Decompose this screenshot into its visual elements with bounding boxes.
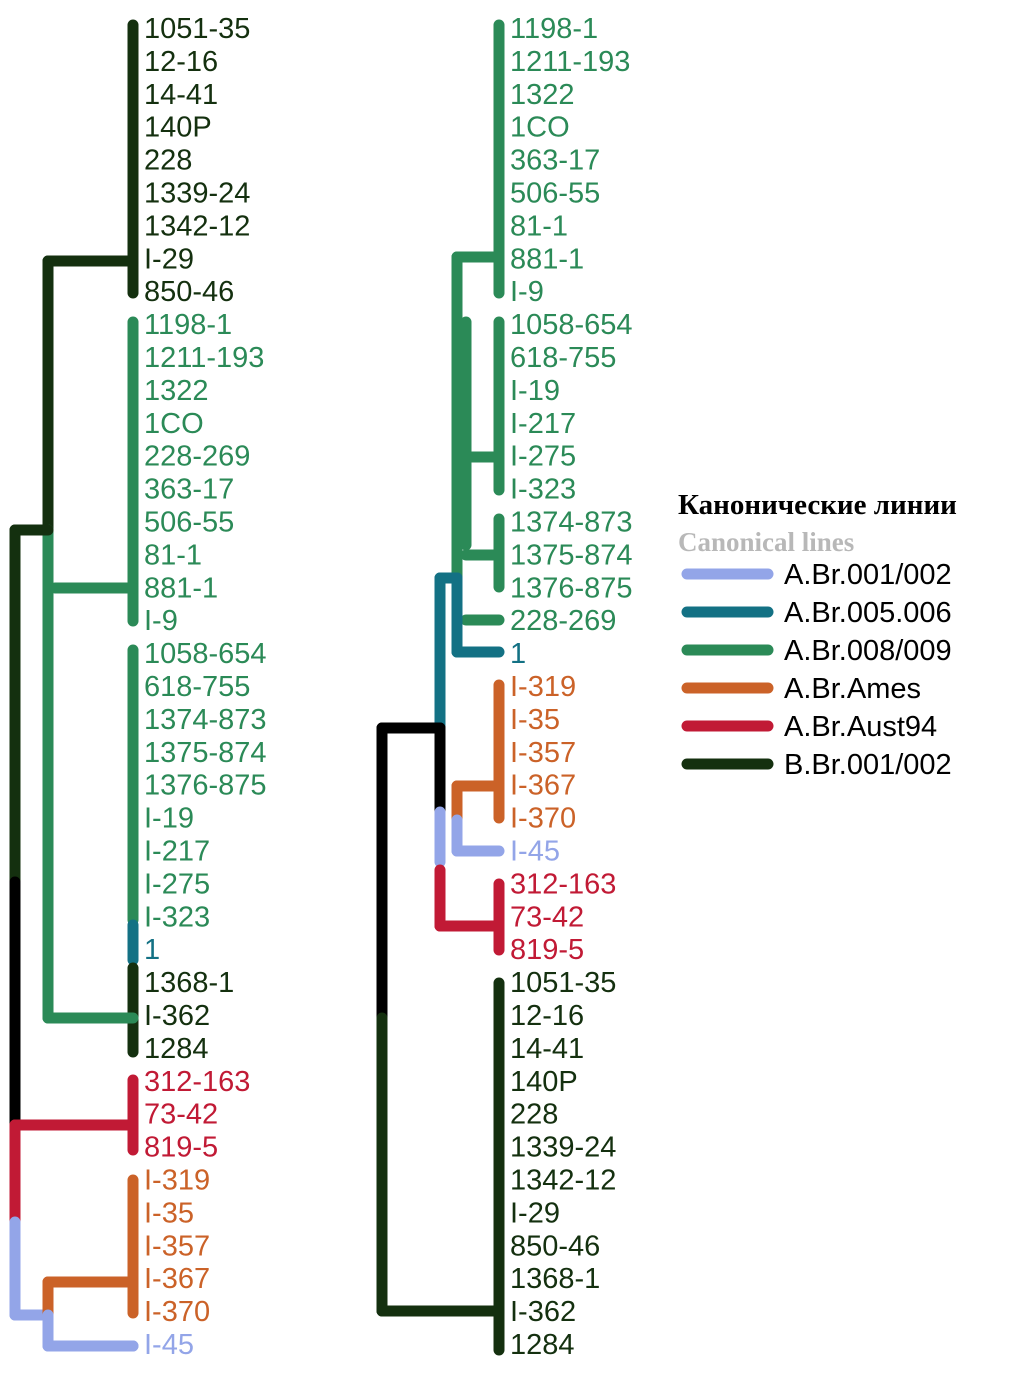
leaf-label: 1211-193 [510, 46, 630, 78]
leaf-label: I-319 [144, 1165, 210, 1197]
legend-label: B.Br.001/002 [784, 749, 952, 781]
leaf-label: 81-1 [510, 210, 568, 242]
leaf-label: 14-41 [510, 1033, 584, 1065]
leaf-label: 1375-874 [144, 737, 267, 769]
leaf-label: 363-17 [510, 145, 600, 177]
leaf-label: I-370 [144, 1296, 210, 1328]
leaf-label: I-45 [144, 1329, 194, 1361]
leaf-label: 1CO [144, 408, 204, 440]
leaf-label: 1198-1 [510, 13, 598, 45]
leaf-label: 1376-875 [144, 770, 267, 802]
leaf-label: 1339-24 [510, 1132, 616, 1164]
leaf-label: 506-55 [510, 178, 600, 210]
leaf-label: 1198-1 [144, 309, 232, 341]
leaf-label: I-357 [510, 737, 576, 769]
legend-label: A.Br.005.006 [784, 597, 952, 629]
leaf-label: I-29 [510, 1197, 560, 1229]
leaf-label: 1051-35 [144, 13, 250, 45]
leaf-label: I-35 [510, 704, 560, 736]
leaf-label: 1375-874 [510, 539, 633, 571]
legend-subtitle: Canonical lines [678, 527, 854, 557]
leaf-label: 228-269 [510, 605, 616, 637]
leaf-label: 1 [144, 934, 160, 966]
leaf-label: 881-1 [510, 243, 584, 275]
leaf-label: I-323 [144, 901, 210, 933]
leaf-label: 12-16 [510, 1000, 584, 1032]
leaf-label: 228-269 [144, 441, 250, 473]
leaf-label: 12-16 [144, 46, 218, 78]
legend: Канонические линии Canonical lines A.Br.… [678, 489, 957, 781]
leaf-label: 819-5 [510, 934, 584, 966]
leaf-label: 1374-873 [510, 507, 633, 539]
leaf-label: I-323 [510, 474, 576, 506]
leaf-label: 73-42 [144, 1099, 218, 1131]
leaf-label: I-362 [144, 1000, 210, 1032]
leaf-label: I-357 [144, 1230, 210, 1262]
leaf-label: 819-5 [144, 1132, 218, 1164]
leaf-label: I-319 [510, 671, 576, 703]
leaf-label: 1322 [144, 375, 209, 407]
leaf-label: I-362 [510, 1296, 576, 1328]
leaf-label: 1322 [510, 79, 575, 111]
leaf-label: I-35 [144, 1197, 194, 1229]
legend-label: A.Br.008/009 [784, 635, 952, 667]
leaf-label: 1342-12 [144, 210, 250, 242]
legend-label: A.Br.Aust94 [784, 711, 937, 743]
leaf-label: 1368-1 [510, 1263, 600, 1295]
leaf-label: 1211-193 [144, 342, 264, 374]
leaf-label: 618-755 [510, 342, 616, 374]
leaf-label: 1374-873 [144, 704, 267, 736]
leaf-label: 312-163 [510, 868, 616, 900]
leaf-label: I-9 [510, 276, 544, 308]
leaf-label: 1339-24 [144, 178, 250, 210]
right-dendrogram: 1198-11211-19313221CO363-17506-5581-1881… [376, 13, 633, 1361]
legend-label: A.Br.001/002 [784, 559, 952, 591]
leaf-label: 1284 [144, 1033, 209, 1065]
leaf-label: 1376-875 [510, 572, 633, 604]
leaf-label: 228 [510, 1099, 558, 1131]
left-dendrogram: 1051-3512-1614-41140P2281339-241342-12I-… [9, 13, 267, 1361]
leaf-label: 1 [510, 638, 526, 670]
leaf-label: I-29 [144, 243, 194, 275]
leaf-label: 14-41 [144, 79, 218, 111]
leaf-label: 1CO [510, 112, 570, 144]
leaf-label: 312-163 [144, 1066, 250, 1098]
leaf-label: I-19 [510, 375, 560, 407]
leaf-label: 618-755 [144, 671, 250, 703]
leaf-label: 1284 [510, 1329, 575, 1361]
leaf-label: I-370 [510, 803, 576, 835]
leaf-label: I-367 [144, 1263, 210, 1295]
leaf-label: I-45 [510, 836, 560, 868]
leaf-label: 81-1 [144, 539, 202, 571]
leaf-label: 363-17 [144, 474, 234, 506]
leaf-label: 1051-35 [510, 967, 616, 999]
legend-items: A.Br.001/002 A.Br.005.006 A.Br.008/009 A.Br… [681, 559, 952, 781]
leaf-label: 1058-654 [510, 309, 633, 341]
leaf-label: I-9 [144, 605, 178, 637]
leaf-label: 228 [144, 145, 192, 177]
leaf-label: I-275 [510, 441, 576, 473]
leaf-label: 1368-1 [144, 967, 234, 999]
leaf-label: 73-42 [510, 901, 584, 933]
leaf-label: 850-46 [144, 276, 234, 308]
legend-label: A.Br.Ames [784, 673, 921, 705]
leaf-label: 506-55 [144, 507, 234, 539]
leaf-label: 850-46 [510, 1230, 600, 1262]
legend-title: Канонические линии [678, 489, 957, 521]
leaf-label: I-367 [510, 770, 576, 802]
leaf-label: 1342-12 [510, 1165, 616, 1197]
leaf-label: 140P [144, 112, 212, 144]
leaf-label: 140P [510, 1066, 578, 1098]
leaf-label: 1058-654 [144, 638, 267, 670]
leaf-label: I-275 [144, 868, 210, 900]
leaf-label: I-19 [144, 803, 194, 835]
leaf-label: I-217 [510, 408, 576, 440]
leaf-label: 881-1 [144, 572, 218, 604]
leaf-label: I-217 [144, 836, 210, 868]
